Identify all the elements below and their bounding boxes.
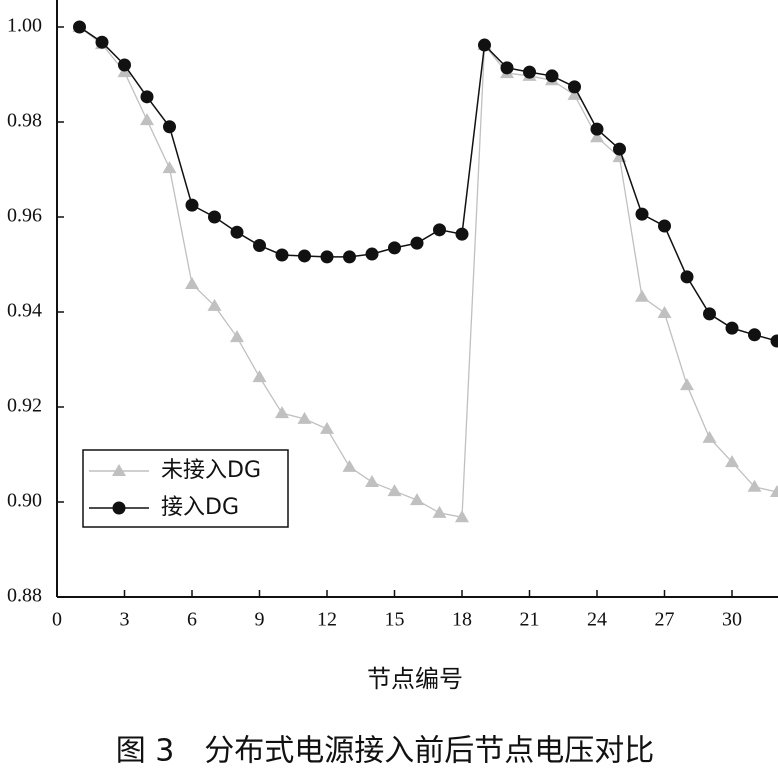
circle-marker (112, 501, 126, 515)
circle-marker (725, 321, 739, 335)
triangle-marker (297, 411, 312, 424)
series-line (79, 26, 778, 518)
x-axis-label: 节点编号 (367, 665, 463, 693)
triangle-marker (320, 421, 334, 434)
y-tick-label: 0.88 (7, 585, 42, 607)
y-tick-label: 0.94 (7, 300, 42, 322)
circle-marker (523, 65, 536, 79)
triangle-marker (455, 510, 469, 523)
triangle-marker (162, 161, 177, 174)
circle-marker (433, 223, 446, 237)
x-tick-label: 27 (655, 609, 675, 631)
circle-marker (365, 247, 379, 261)
triangle-marker (387, 484, 402, 497)
x-tick-label: 24 (587, 609, 607, 631)
triangle-marker (230, 330, 244, 343)
circle-marker (298, 249, 311, 263)
triangle-marker (702, 430, 717, 443)
circle-marker (455, 227, 469, 241)
x-tick-label: 21 (520, 609, 540, 631)
triangle-marker (342, 459, 357, 472)
x-tick-label: 30 (722, 609, 742, 631)
circle-marker (613, 142, 626, 156)
triangle-marker (207, 298, 222, 311)
triangle-marker (567, 87, 582, 100)
x-tick-label: 15 (385, 609, 405, 631)
series (72, 20, 778, 523)
triangle-marker (590, 130, 604, 143)
circle-marker (635, 207, 649, 221)
x-tick-label: 3 (120, 609, 130, 631)
circle-marker (73, 20, 86, 34)
circle-marker (163, 120, 176, 134)
x-tick-label: 0 (52, 609, 62, 631)
circle-marker (388, 241, 401, 255)
circle-marker (208, 210, 221, 224)
triangle-marker (747, 479, 762, 492)
circle-marker (230, 225, 244, 239)
circle-marker (680, 270, 694, 284)
y-tick-label: 0.98 (7, 110, 42, 132)
circle-marker (95, 35, 109, 49)
triangle-marker (680, 378, 694, 391)
circle-marker (185, 198, 199, 212)
circle-marker (275, 248, 289, 262)
x-tick-label: 12 (317, 609, 337, 631)
triangle-marker (410, 493, 424, 506)
legend-label: 接入DG (161, 495, 239, 520)
y-tick-label: 0.96 (7, 205, 42, 227)
triangle-marker (112, 464, 126, 476)
circle-marker (253, 239, 266, 252)
series-line (79, 26, 778, 342)
legend-label: 未接入DG (161, 458, 261, 483)
x-tick-label: 18 (452, 609, 472, 631)
circle-marker (703, 307, 716, 321)
triangle-marker (140, 113, 154, 126)
circle-marker (343, 250, 356, 264)
triangle-marker (275, 406, 289, 419)
circle-marker (658, 219, 671, 233)
triangle-marker (365, 475, 379, 488)
triangle-marker (725, 455, 739, 468)
y-tick-label: 0.92 (7, 395, 42, 417)
triangle-marker (185, 276, 199, 289)
circle-marker (500, 61, 514, 75)
circle-marker (748, 328, 761, 342)
circle-marker (320, 250, 334, 264)
y-tick-label: 0.90 (7, 490, 42, 512)
caption: 图 3 分布式电源接入前后节点电压对比 (116, 734, 655, 769)
circle-marker (478, 38, 491, 52)
circle-marker (568, 80, 581, 94)
y-tick-label: 1.00 (7, 15, 42, 37)
x-tick-label: 6 (187, 609, 197, 631)
series (73, 20, 778, 348)
circle-marker (770, 334, 778, 348)
triangle-marker (432, 505, 447, 518)
x-tick-label: 9 (255, 609, 265, 631)
circle-marker (140, 90, 154, 104)
triangle-marker (635, 289, 649, 302)
circle-marker (545, 69, 559, 83)
circle-marker (590, 122, 604, 136)
triangle-marker (252, 370, 267, 383)
circle-marker (410, 236, 424, 250)
triangle-marker (770, 485, 778, 498)
circle-marker (118, 58, 131, 72)
triangle-marker (657, 305, 672, 318)
